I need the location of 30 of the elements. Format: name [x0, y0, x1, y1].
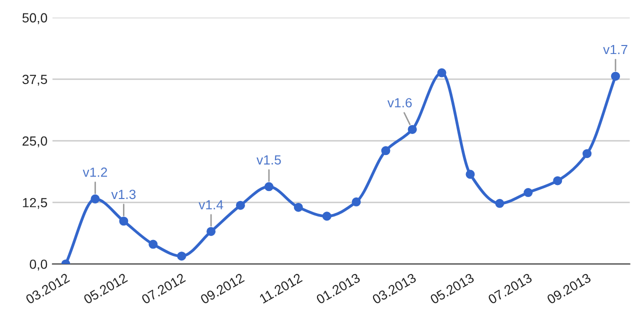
point — [611, 72, 620, 81]
point — [524, 188, 533, 198]
point — [437, 68, 446, 78]
point — [408, 124, 417, 134]
point — [322, 212, 332, 221]
point — [294, 202, 303, 212]
annotation: v1.5 — [256, 155, 281, 165]
annotation: v1.7 — [603, 44, 628, 54]
point — [352, 197, 361, 206]
point — [264, 182, 274, 192]
annotation: v1.6 — [387, 98, 412, 108]
annotation: v1.4 — [198, 200, 224, 210]
point — [177, 252, 186, 261]
point — [553, 176, 562, 186]
y-tick-label: 25,0 — [22, 136, 48, 148]
y-tick-label: 50,0 — [22, 13, 48, 24]
annotation: v1.2 — [82, 168, 108, 177]
point — [582, 149, 592, 158]
point — [236, 200, 245, 210]
y-tick-label: 12,5 — [22, 198, 48, 209]
point — [381, 146, 390, 156]
point — [206, 226, 216, 236]
point — [466, 170, 475, 179]
point — [148, 240, 158, 249]
point — [119, 216, 128, 226]
point — [90, 194, 100, 204]
point — [495, 198, 504, 208]
y-tick-label: 0,0 — [30, 260, 48, 270]
y-tick-label: 37,5 — [22, 74, 48, 86]
annotation: v1.3 — [111, 190, 136, 200]
